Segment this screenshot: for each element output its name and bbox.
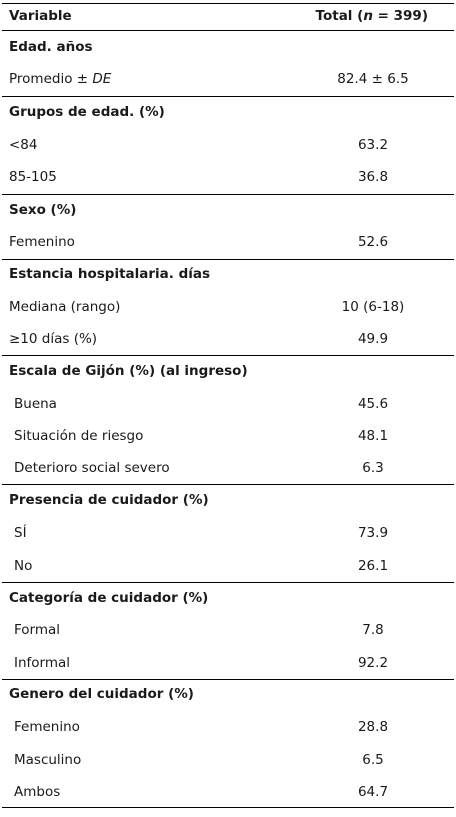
row-label: 85-105 xyxy=(9,169,57,185)
row-value: 64.7 xyxy=(357,784,389,800)
section-title: Escala de Gijón (%) (al ingreso) xyxy=(9,363,248,379)
row-value: 36.8 xyxy=(357,169,389,185)
row-label: Buena xyxy=(14,396,57,412)
row-value: 73.9 xyxy=(357,525,389,541)
section-rule xyxy=(2,259,454,260)
row-value: 7.8 xyxy=(362,622,384,638)
section-title: Sexo (%) xyxy=(9,202,77,218)
section-title: Grupos de edad. (%) xyxy=(9,104,165,120)
section-title: Presencia de cuidador (%) xyxy=(9,492,209,508)
section-title: Estancia hospitalaria. días xyxy=(9,266,211,282)
header-variable: Variable xyxy=(9,8,72,24)
section-title: Categoría de cuidador (%) xyxy=(9,590,209,606)
row-value: 6.3 xyxy=(362,460,384,476)
row-label: Deterioro social severo xyxy=(14,460,170,476)
row-value: 26.1 xyxy=(357,558,389,574)
row-label: Informal xyxy=(14,655,71,671)
row-label: <84 xyxy=(9,137,38,153)
section-rule xyxy=(2,355,454,356)
section-rule xyxy=(2,484,454,485)
section-rule xyxy=(2,194,454,195)
section-rule xyxy=(2,679,454,680)
row-label: Masculino xyxy=(14,752,82,768)
row-label: Femenino xyxy=(14,719,80,735)
row-label: Promedio ± DE xyxy=(9,71,112,87)
header-total: Total (n = 399) xyxy=(315,8,428,24)
row-label: No xyxy=(14,558,33,574)
row-label: Situación de riesgo xyxy=(14,428,144,444)
row-value: 49.9 xyxy=(357,331,389,347)
table-top-rule xyxy=(2,3,454,4)
row-value: 28.8 xyxy=(357,719,389,735)
header-rule xyxy=(2,30,454,31)
row-label: SÍ xyxy=(14,525,27,541)
row-label: Femenino xyxy=(9,234,75,250)
row-value: 45.6 xyxy=(357,396,389,412)
row-label: ≥10 días (%) xyxy=(9,331,98,347)
row-value: 52.6 xyxy=(357,234,389,250)
row-label: Formal xyxy=(14,622,61,638)
row-value: 63.2 xyxy=(357,137,389,153)
row-value: 6.5 xyxy=(362,752,384,768)
section-rule xyxy=(2,582,454,583)
section-rule xyxy=(2,96,454,97)
row-value: 82.4 ± 6.5 xyxy=(337,71,409,87)
row-value: 10 (6-18) xyxy=(341,299,405,315)
section-title: Genero del cuidador (%) xyxy=(9,686,194,702)
row-value: 92.2 xyxy=(357,655,389,671)
table-bottom-rule xyxy=(2,807,454,808)
row-label: Mediana (rango) xyxy=(9,299,121,315)
row-value: 48.1 xyxy=(357,428,389,444)
section-title: Edad. años xyxy=(9,39,93,55)
row-label: Ambos xyxy=(14,784,61,800)
